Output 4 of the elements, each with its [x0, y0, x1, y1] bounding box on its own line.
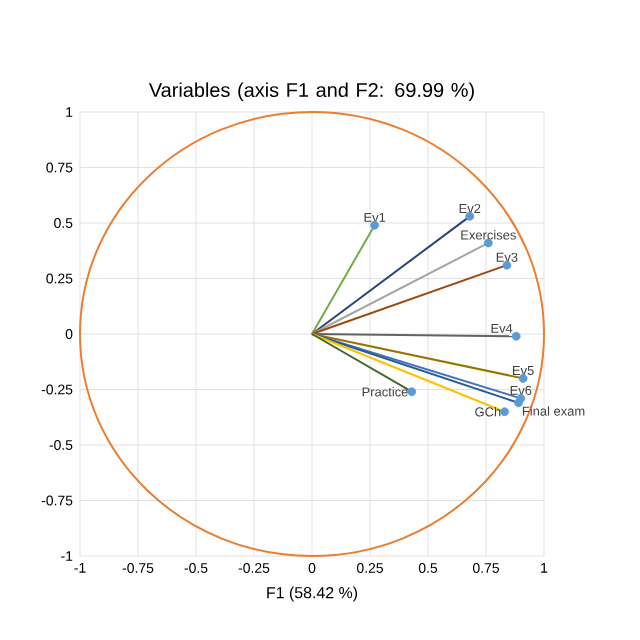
point: [514, 398, 523, 408]
chart-title: Variables (axis F1 and F2: 69.99 %): [148, 82, 474, 101]
point: [407, 387, 417, 397]
point: [511, 331, 521, 341]
